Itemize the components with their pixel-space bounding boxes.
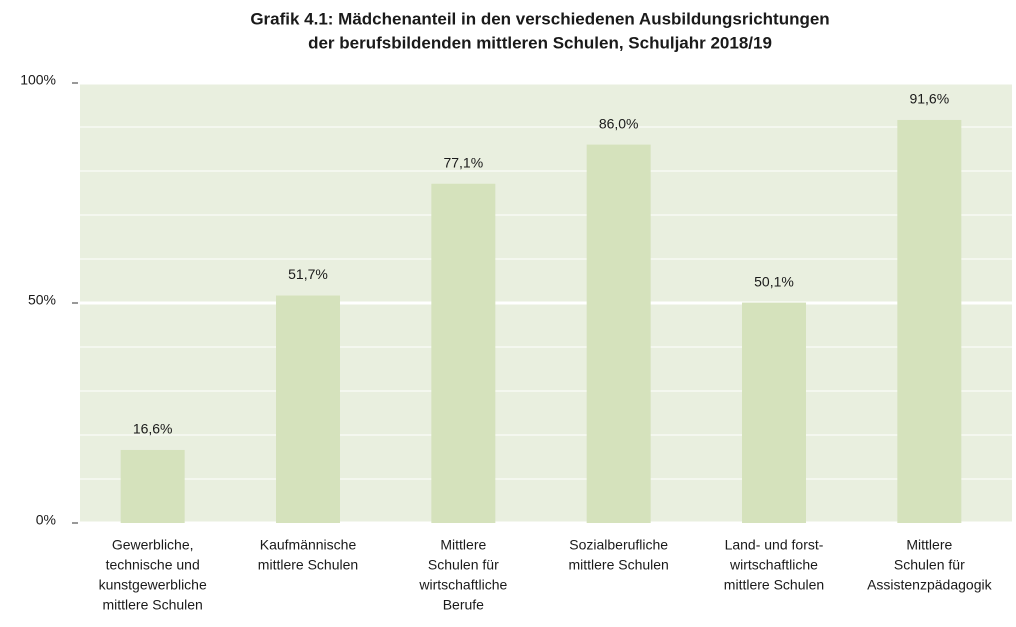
x-tick-label: Schulen für [428,557,499,573]
bar [586,144,651,523]
x-tick-label: kunstgewerbliche [99,577,207,593]
x-tick-label: wirtschaftliche [729,557,818,573]
data-label: 77,1% [443,154,483,170]
bar [897,119,962,524]
bar [276,295,340,523]
chart-title: Grafik 4.1: Mädchenanteil in den verschi… [250,9,829,28]
data-label: 91,6% [909,91,949,107]
x-tick-label: mittlere Schulen [258,557,358,573]
bar [120,449,185,523]
y-tick-label: 0% [36,512,56,528]
y-tick-label: 100% [20,72,56,88]
y-tick-label: 50% [28,292,56,308]
chart-title: der berufsbildenden mittleren Schulen, S… [308,33,772,52]
x-tick-label: Mittlere [440,537,486,553]
x-tick-label: Schulen für [894,557,965,573]
x-tick-label: technische und [106,557,200,573]
x-tick-label: Gewerbliche, [112,537,194,553]
data-label: 51,7% [288,266,328,282]
x-tick-label: Kaufmännische [260,537,357,553]
x-tick-label: mittlere Schulen [724,577,824,593]
x-tick-label: Sozialberufliche [569,537,668,553]
data-label: 86,0% [599,115,639,131]
x-tick-label: Berufe [443,597,484,613]
x-tick-label: Assistenzpädagogik [867,577,993,593]
bar [431,183,496,523]
data-label: 50,1% [754,273,794,289]
x-tick-label: Mittlere [906,537,952,553]
bar [742,302,806,523]
x-tick-label: wirtschaftliche [418,577,507,593]
x-tick-label: mittlere Schulen [102,597,202,613]
x-tick-label: Land- und forst- [725,537,824,553]
data-label: 16,6% [133,421,173,437]
x-tick-label: mittlere Schulen [568,557,668,573]
